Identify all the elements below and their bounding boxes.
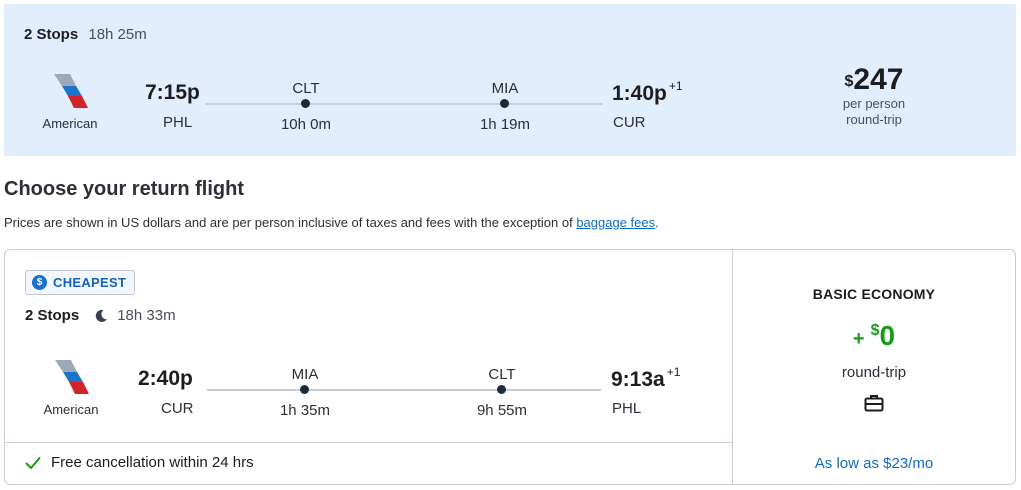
baggage-fees-link[interactable]: baggage fees bbox=[576, 215, 656, 230]
free-cancellation: Free cancellation within 24 hrs bbox=[25, 454, 254, 471]
briefcase-icon bbox=[864, 395, 884, 412]
return-day-offset: +1 bbox=[666, 365, 681, 379]
card-divider-horizontal bbox=[5, 442, 732, 443]
outbound-route-line bbox=[205, 103, 603, 105]
check-icon bbox=[25, 456, 41, 469]
return-depart-time: 2:40p bbox=[138, 367, 193, 390]
return-layover-1: 1h 35m bbox=[279, 402, 331, 419]
outbound-duration: 18h 25m bbox=[88, 26, 147, 43]
return-airline: American bbox=[31, 356, 111, 417]
outbound-depart-time: 7:15p bbox=[145, 81, 200, 104]
return-layover-2: 9h 55m bbox=[476, 402, 528, 419]
return-stop-code-1: MIA bbox=[291, 366, 319, 383]
selected-outbound-flight[interactable]: 2 Stops 18h 25m American 7:15p PHL CLT M… bbox=[4, 4, 1016, 156]
return-stop-code-2: CLT bbox=[488, 366, 516, 383]
outbound-layover-2: 1h 19m bbox=[479, 116, 531, 133]
outbound-stop-dot-1 bbox=[301, 99, 310, 108]
american-airlines-logo bbox=[55, 360, 89, 394]
page-title: Choose your return flight bbox=[4, 178, 244, 200]
return-flight-card[interactable]: $ CHEAPEST 2 Stops 18h 33m American 2:40… bbox=[4, 249, 1016, 485]
outbound-arrive-time: 1:40p +1 bbox=[612, 79, 683, 105]
cheapest-badge: $ CHEAPEST bbox=[25, 270, 136, 295]
outbound-day-offset: +1 bbox=[668, 79, 683, 93]
fare-price: + $0 bbox=[852, 320, 896, 351]
return-depart-code: CUR bbox=[161, 400, 194, 417]
return-arrive-time: 9:13a +1 bbox=[611, 365, 681, 391]
outbound-stops-summary: 2 Stops 18h 25m bbox=[24, 26, 147, 43]
price-disclaimer: Prices are shown in US dollars and are p… bbox=[4, 215, 659, 230]
return-stops-summary: 2 Stops 18h 33m bbox=[25, 307, 176, 324]
outbound-layover-1: 10h 0m bbox=[280, 116, 332, 133]
outbound-price-note-2: round-trip bbox=[846, 112, 902, 127]
outbound-stop-dot-2 bbox=[500, 99, 509, 108]
card-divider-vertical bbox=[732, 250, 733, 484]
moon-icon bbox=[95, 309, 107, 322]
outbound-stop-code-2: MIA bbox=[491, 80, 519, 97]
return-duration: 18h 33m bbox=[117, 307, 176, 324]
outbound-price: $247 per person round-trip bbox=[804, 64, 944, 128]
outbound-depart-code: PHL bbox=[163, 114, 193, 131]
outbound-stops: 2 Stops bbox=[24, 26, 79, 43]
outbound-airline: American bbox=[30, 70, 110, 131]
outbound-airline-name: American bbox=[42, 116, 98, 131]
return-arrive-code: PHL bbox=[612, 400, 642, 417]
american-airlines-logo bbox=[54, 74, 88, 108]
return-stop-dot-2 bbox=[497, 385, 506, 394]
outbound-price-note-1: per person bbox=[842, 96, 906, 111]
outbound-price-amount: $247 bbox=[844, 63, 904, 96]
return-airline-name: American bbox=[43, 402, 99, 417]
return-stop-dot-1 bbox=[300, 385, 309, 394]
fare-note: round-trip bbox=[841, 364, 907, 381]
financing-link[interactable]: As low as $23/mo bbox=[814, 455, 934, 472]
outbound-stop-code-1: CLT bbox=[292, 80, 320, 97]
dollar-badge-icon: $ bbox=[32, 275, 47, 290]
outbound-arrive-code: CUR bbox=[613, 114, 646, 131]
return-route-line bbox=[207, 389, 601, 391]
fare-class: BASIC ECONOMY bbox=[812, 286, 936, 302]
return-stops: 2 Stops bbox=[25, 307, 80, 324]
